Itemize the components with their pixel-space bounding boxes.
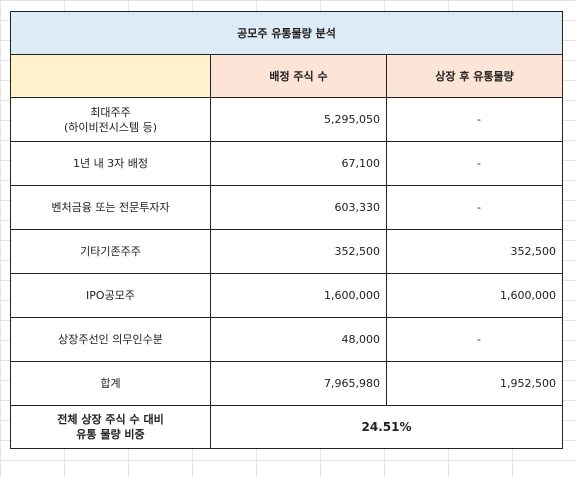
row-label[interactable]: IPO공모주 xyxy=(10,273,211,318)
float-cell[interactable]: - xyxy=(386,317,563,362)
row-label[interactable]: 최대주주 (하이비전시스템 등) xyxy=(10,97,211,142)
float-cell[interactable]: - xyxy=(386,185,563,230)
header-allocated-shares[interactable]: 배정 주식 수 xyxy=(210,54,387,98)
title-row: 공모주 유통물량 분석 xyxy=(10,11,563,55)
float-cell[interactable]: - xyxy=(386,97,563,142)
float-cell[interactable]: - xyxy=(386,141,563,186)
header-label-cell[interactable] xyxy=(10,54,211,98)
allocated-cell[interactable]: 5,295,050 xyxy=(210,97,387,142)
allocated-cell[interactable]: 1,600,000 xyxy=(210,273,387,318)
table-row: 벤처금융 또는 전문투자자 603,330 - xyxy=(10,185,563,230)
row-label[interactable]: 상장주선인 의무인수분 xyxy=(10,317,211,362)
allocated-cell[interactable]: 48,000 xyxy=(210,317,387,362)
float-analysis-table: 공모주 유통물량 분석 배정 주식 수 상장 후 유통물량 최대주주 (하이비전… xyxy=(10,11,563,449)
ratio-row: 전체 상장 주식 수 대비 유통 물량 비중 24.51% xyxy=(10,405,563,449)
float-cell[interactable]: 352,500 xyxy=(386,229,563,274)
table-title[interactable]: 공모주 유통물량 분석 xyxy=(10,11,563,55)
table-row: 1년 내 3자 배정 67,100 - xyxy=(10,141,563,186)
allocated-cell[interactable]: 603,330 xyxy=(210,185,387,230)
total-row: 합계 7,965,980 1,952,500 xyxy=(10,361,563,406)
allocated-cell[interactable]: 67,100 xyxy=(210,141,387,186)
allocated-cell[interactable]: 352,500 xyxy=(210,229,387,274)
table-row: 최대주주 (하이비전시스템 등) 5,295,050 - xyxy=(10,97,563,142)
row-label[interactable]: 1년 내 3자 배정 xyxy=(10,141,211,186)
header-row: 배정 주식 수 상장 후 유통물량 xyxy=(10,54,563,98)
float-cell[interactable]: 1,600,000 xyxy=(386,273,563,318)
ratio-value[interactable]: 24.51% xyxy=(210,405,563,449)
float-total-cell[interactable]: 1,952,500 xyxy=(386,361,563,406)
table-row: IPO공모주 1,600,000 1,600,000 xyxy=(10,273,563,318)
row-label[interactable]: 벤처금융 또는 전문투자자 xyxy=(10,185,211,230)
table-row: 기타기존주주 352,500 352,500 xyxy=(10,229,563,274)
header-post-listing-float[interactable]: 상장 후 유통물량 xyxy=(386,54,563,98)
table-row: 상장주선인 의무인수분 48,000 - xyxy=(10,317,563,362)
ratio-label[interactable]: 전체 상장 주식 수 대비 유통 물량 비중 xyxy=(10,405,211,449)
row-label[interactable]: 합계 xyxy=(10,361,211,406)
allocated-total-cell[interactable]: 7,965,980 xyxy=(210,361,387,406)
row-label[interactable]: 기타기존주주 xyxy=(10,229,211,274)
